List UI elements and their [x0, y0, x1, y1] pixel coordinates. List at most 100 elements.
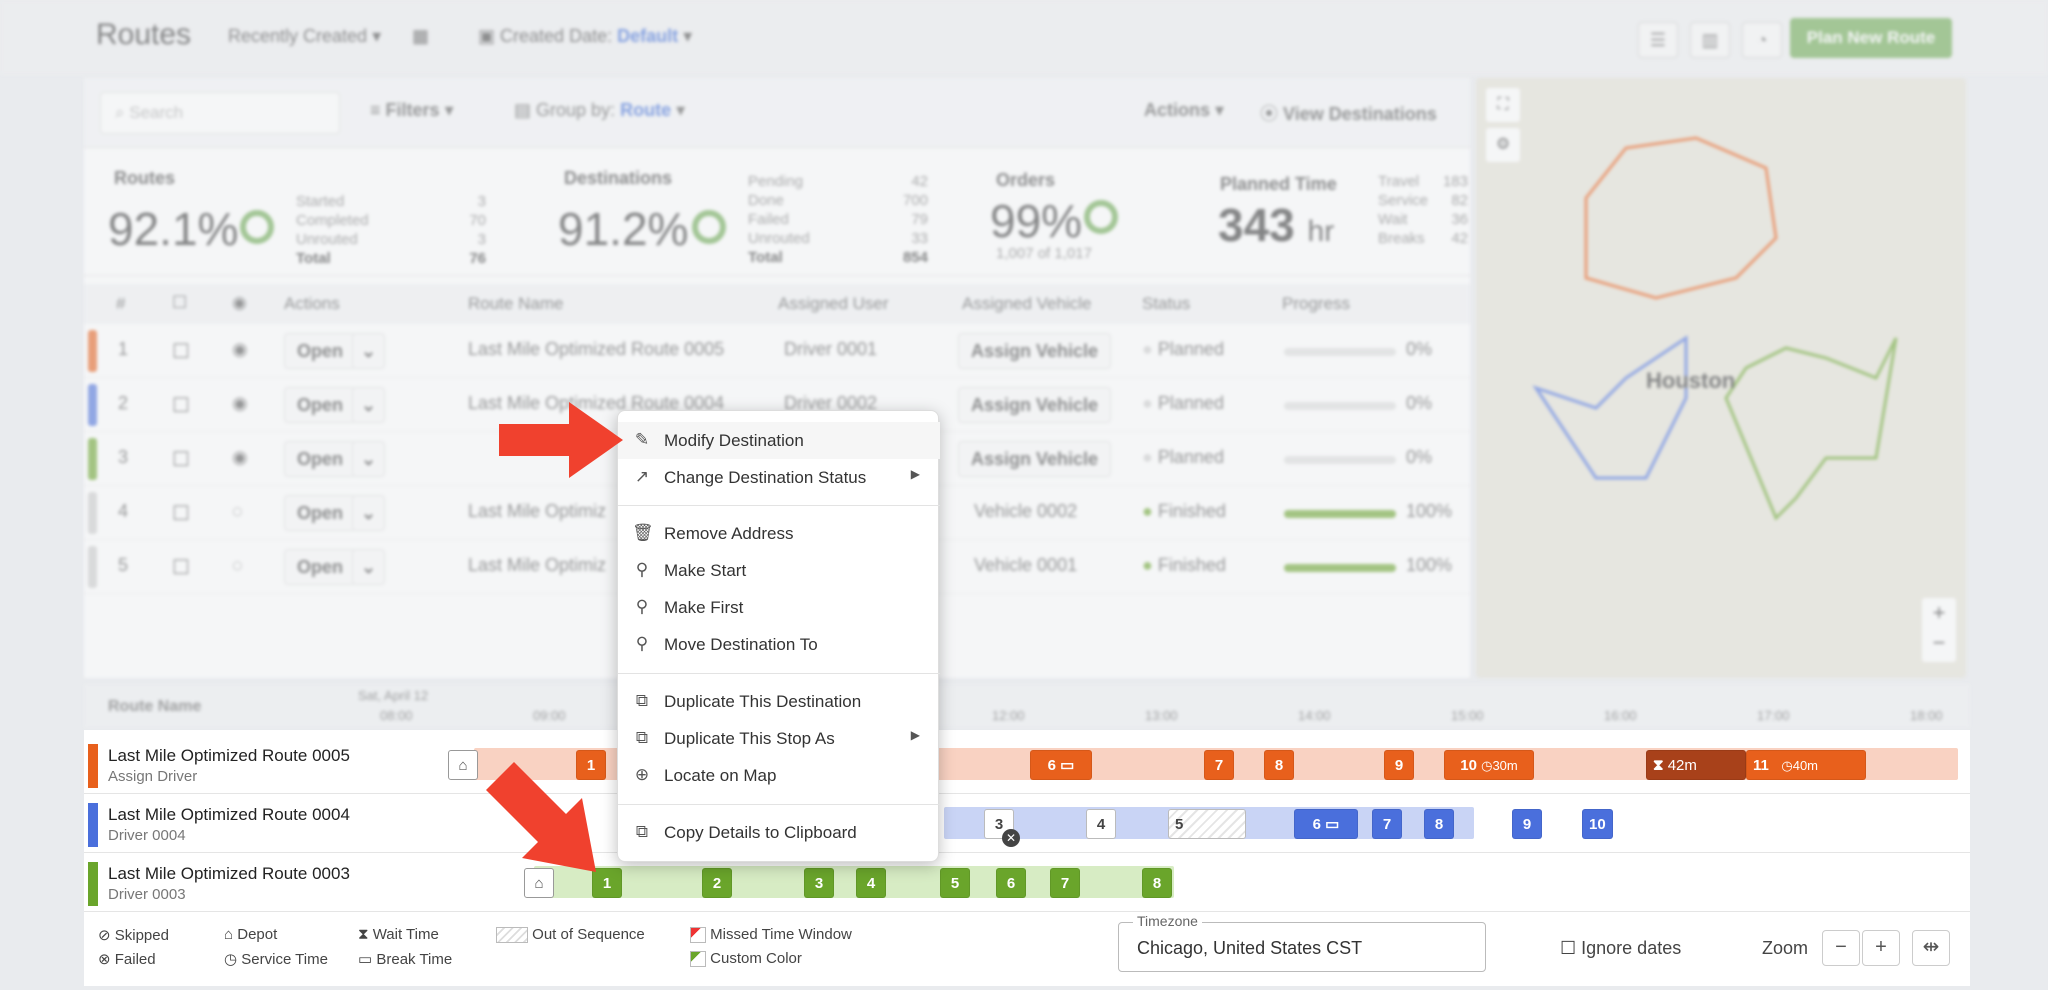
map-zoom-controls[interactable]: + −: [1922, 598, 1956, 662]
fullscreen-icon[interactable]: ⛶: [1486, 88, 1520, 122]
assign-vehicle-button[interactable]: Assign Vehicle: [958, 441, 1112, 477]
eye-icon[interactable]: ◉: [232, 393, 248, 413]
stop-chip[interactable]: 7: [1372, 809, 1402, 839]
assign-vehicle-button[interactable]: Assign Vehicle: [958, 333, 1112, 369]
group-by-dropdown[interactable]: ▤ Group by: Route ▾: [514, 100, 686, 120]
row-checkbox[interactable]: ☐: [172, 503, 190, 525]
view-destinations-button[interactable]: ⦿ View Destinations: [1260, 104, 1437, 124]
stop-chip[interactable]: 9: [1512, 809, 1542, 839]
row-checkbox[interactable]: ☐: [172, 395, 190, 417]
menu-change-destination-status[interactable]: ↗ Change Destination Status ▶: [618, 459, 940, 496]
fit-width-button[interactable]: ⇹: [1912, 930, 1950, 966]
assigned-vehicle[interactable]: Vehicle 0001: [974, 555, 1078, 575]
open-button[interactable]: Open: [284, 549, 357, 585]
hidden-icon[interactable]: ◌: [232, 555, 243, 575]
row-checkbox[interactable]: ☐: [172, 557, 190, 579]
stop-chip[interactable]: 8: [1142, 868, 1172, 898]
status-badge: ● Planned: [1142, 339, 1224, 359]
timezone-field[interactable]: Timezone Chicago, United States CST: [1118, 913, 1486, 972]
created-date-dropdown[interactable]: ▣ Created Date: Default ▾: [478, 26, 693, 46]
wait-chip[interactable]: ⧗ 42m: [1646, 750, 1746, 780]
stop-chip[interactable]: 11 ◷40m: [1746, 750, 1866, 780]
hidden-icon[interactable]: ◌: [232, 501, 243, 521]
chevron-down-icon[interactable]: ⌄: [352, 387, 386, 423]
open-button[interactable]: Open: [284, 333, 357, 369]
plan-new-route-button[interactable]: Plan New Route: [1790, 18, 1952, 58]
stop-chip[interactable]: 1: [592, 868, 622, 898]
assign-driver-link[interactable]: Assign Driver: [108, 768, 198, 785]
stop-chip[interactable]: 5: [940, 868, 970, 898]
stop-chip[interactable]: 8: [1424, 809, 1454, 839]
map-view-icon[interactable]: ▥: [1690, 22, 1730, 58]
table-row[interactable]: 2 ☐ ◉ Open ⌄ Last Mile Optimized Route 0004 Dr…: [84, 378, 1470, 432]
route-name[interactable]: Last Mile Optimiz: [468, 501, 607, 521]
stop-chip[interactable]: 10: [1582, 809, 1613, 839]
row-checkbox[interactable]: ☐: [172, 449, 190, 471]
assigned-user[interactable]: Driver 0001: [784, 339, 878, 359]
stop-chip[interactable]: 9: [1384, 750, 1414, 780]
clock-icon: ◷: [224, 951, 238, 968]
stop-chip[interactable]: 3: [804, 868, 834, 898]
timeline-row-route-0004: Last Mile Optimized Route 0004 Driver 00…: [84, 795, 1970, 853]
zoom-out-button[interactable]: −: [1822, 930, 1860, 966]
stop-chip[interactable]: 2: [702, 868, 732, 898]
actions-dropdown[interactable]: Actions ▾: [1144, 100, 1225, 120]
depot-icon[interactable]: ⌂: [448, 750, 478, 780]
assign-vehicle-button[interactable]: Assign Vehicle: [958, 387, 1112, 423]
menu-locate-on-map[interactable]: ⊕ Locate on Map: [618, 757, 940, 794]
chevron-down-icon[interactable]: ⌄: [352, 333, 386, 369]
map-settings-icon[interactable]: ⚙: [1486, 128, 1520, 162]
assigned-user[interactable]: Driver 0002: [784, 393, 878, 413]
timezone-value: Chicago, United States CST: [1137, 938, 1363, 958]
route-name[interactable]: Last Mile Optimized Route 0005: [468, 339, 725, 359]
row-checkbox[interactable]: ☐: [172, 341, 190, 363]
open-button[interactable]: Open: [284, 387, 357, 423]
open-button[interactable]: Open: [284, 495, 357, 531]
route-name[interactable]: Last Mile Optimiz: [468, 555, 607, 575]
chevron-down-icon[interactable]: ⌄: [352, 495, 386, 531]
select-all-checkbox[interactable]: ☐: [172, 293, 188, 312]
chevron-down-icon[interactable]: ⌄: [352, 441, 386, 477]
speed-icon[interactable]: ◔: [1742, 22, 1782, 58]
clock-icon: ◷: [1481, 758, 1493, 773]
menu-move-destination-to[interactable]: ⚲ Move Destination To: [618, 626, 940, 663]
map-view[interactable]: Houston ⛶ ⚙ + −: [1476, 78, 1966, 678]
zoom-in-button[interactable]: +: [1862, 930, 1900, 966]
progress-bar: [1284, 510, 1396, 518]
stop-chip[interactable]: 7: [1204, 750, 1234, 780]
menu-duplicate-destination[interactable]: ⧉ Duplicate This Destination: [618, 683, 940, 720]
stop-chip-out-of-sequence[interactable]: 5: [1168, 809, 1246, 839]
stop-chip[interactable]: 10 ◷30m: [1444, 750, 1534, 780]
eye-icon[interactable]: ◉: [232, 447, 248, 467]
menu-duplicate-stop-as[interactable]: ⧉ Duplicate This Stop As ▶: [618, 720, 940, 757]
menu-make-start[interactable]: ⚲ Make Start: [618, 552, 940, 589]
chevron-down-icon[interactable]: ⌄: [352, 549, 386, 585]
open-button[interactable]: Open: [284, 441, 357, 477]
menu-make-first[interactable]: ⚲ Make First: [618, 589, 940, 626]
stop-chip[interactable]: 8: [1264, 750, 1294, 780]
depot-icon[interactable]: ⌂: [524, 868, 554, 898]
stop-chip[interactable]: 6: [996, 868, 1026, 898]
filter-view-icon[interactable]: ▦: [412, 26, 430, 46]
assigned-vehicle[interactable]: Vehicle 0002: [974, 501, 1078, 521]
filters-button[interactable]: ≡ Filters ▾: [370, 100, 454, 120]
search-input[interactable]: ⌕ Search: [100, 92, 340, 134]
timeline-legend: ⊘ Skipped ⊗ Failed ⌂ Depot ◷ Service Tim…: [84, 912, 1970, 986]
progress-value: 0%: [1406, 339, 1433, 359]
stop-chip[interactable]: 1: [576, 750, 606, 780]
eye-icon[interactable]: ◉: [232, 339, 248, 359]
stop-chip[interactable]: 6 ▭: [1030, 750, 1092, 780]
status-badge: ● Planned: [1142, 447, 1224, 467]
stop-chip[interactable]: 4: [856, 868, 886, 898]
stop-chip[interactable]: 6 ▭: [1294, 809, 1358, 839]
stop-chip[interactable]: 4: [1086, 809, 1116, 839]
stop-chip[interactable]: 7: [1050, 868, 1080, 898]
menu-copy-details[interactable]: ⧉ Copy Details to Clipboard: [618, 814, 940, 851]
list-view-icon[interactable]: ☰: [1638, 22, 1678, 58]
table-row[interactable]: 1 ☐ ◉ Open ⌄ Last Mile Optimized Route 0005 Dr…: [84, 324, 1470, 378]
menu-modify-destination[interactable]: ✎ Modify Destination: [618, 422, 940, 459]
ignore-dates-checkbox[interactable]: ☐ Ignore dates: [1560, 938, 1682, 958]
menu-remove-address[interactable]: 🗑 Remove Address: [632, 523, 794, 543]
sort-dropdown[interactable]: Recently Created ▾: [228, 26, 382, 46]
route-name[interactable]: Last Mile Optimized Route 0004: [468, 393, 725, 413]
